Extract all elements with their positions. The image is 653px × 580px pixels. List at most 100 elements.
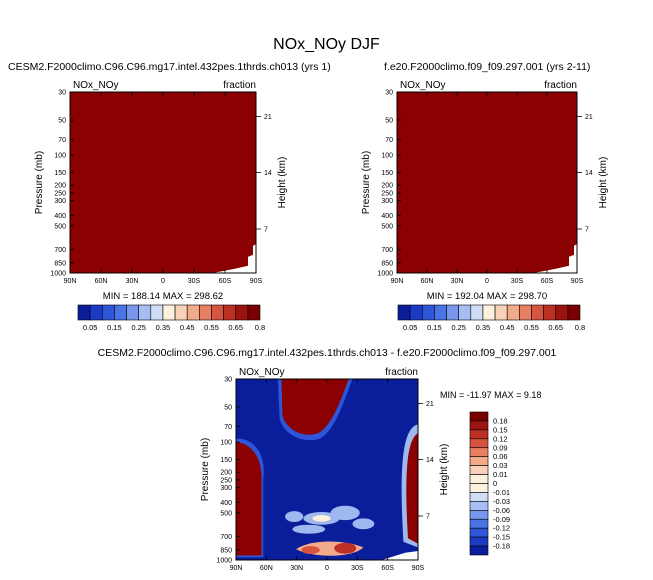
y-tick-label: 700 bbox=[54, 247, 66, 254]
colorbar-label: -0.06 bbox=[493, 506, 510, 515]
topography-mask bbox=[381, 550, 418, 560]
x-tick-label: 0 bbox=[325, 565, 329, 572]
diff-red-left bbox=[236, 442, 262, 556]
colorbar-swatch bbox=[469, 411, 489, 422]
panel-title: CESM2.F2000climo.C96.C96.mg17.intel.432p… bbox=[98, 347, 557, 359]
y-tick-label: 200 bbox=[54, 183, 66, 190]
colorbar-swatch bbox=[458, 304, 472, 321]
colorbar-swatch bbox=[469, 536, 489, 547]
colorbar-label: 0 bbox=[493, 479, 497, 488]
colorbar-swatch bbox=[162, 304, 176, 321]
colorbar-label: 0.15 bbox=[493, 425, 508, 434]
y-tick-label: 250 bbox=[220, 477, 232, 484]
y-tick-label: 700 bbox=[381, 247, 393, 254]
saturated-field bbox=[70, 92, 256, 273]
colorbar-swatch bbox=[138, 304, 152, 321]
x-tick-label: 30N bbox=[451, 278, 464, 285]
colorbar-label: 0.01 bbox=[493, 470, 508, 479]
colorbar-swatch bbox=[211, 304, 224, 321]
panel-title: CESM2.F2000climo.C96.C96.mg17.intel.432p… bbox=[8, 61, 331, 73]
colorbar-swatch bbox=[199, 304, 212, 321]
x-tick-label: 30N bbox=[290, 565, 303, 572]
colorbar-swatch bbox=[519, 304, 532, 321]
variable-label: NOx_NOy bbox=[73, 80, 119, 91]
colorbar-label: -0.09 bbox=[493, 515, 510, 524]
colorbar-label: 0.65 bbox=[228, 323, 243, 332]
colorbar-label: 0.35 bbox=[156, 323, 171, 332]
y-tick-label: 100 bbox=[54, 153, 66, 160]
y-axis-title: Pressure (mb) bbox=[361, 151, 372, 214]
colorbar-label: -0.18 bbox=[493, 542, 510, 551]
colorbar-swatch bbox=[397, 304, 411, 321]
colorbar-label: 0.45 bbox=[500, 323, 515, 332]
y-tick-label: 400 bbox=[381, 213, 393, 220]
y-tick-label: 300 bbox=[54, 198, 66, 205]
colorbar-label: 0.05 bbox=[83, 323, 98, 332]
colorbar-label: 0.12 bbox=[493, 434, 508, 443]
y-tick-label: 700 bbox=[220, 534, 232, 541]
x-tick-label: 90S bbox=[571, 278, 584, 285]
y-right-axis-title: Height (km) bbox=[598, 157, 609, 209]
colorbar-swatch bbox=[469, 510, 489, 520]
x-tick-label: 60S bbox=[381, 565, 394, 572]
colorbar-label: 0.15 bbox=[427, 323, 442, 332]
y-tick-label: 70 bbox=[224, 424, 232, 431]
colorbar-swatch bbox=[469, 465, 489, 475]
colorbar-label: -0.15 bbox=[493, 533, 510, 542]
colorbar-swatch bbox=[469, 429, 489, 440]
x-tick-label: 30S bbox=[188, 278, 201, 285]
colorbar-label: 0.09 bbox=[493, 443, 508, 452]
colorbar-label: -0.12 bbox=[493, 524, 510, 533]
y-right-tick-label: 7 bbox=[264, 227, 268, 234]
x-tick-label: 60S bbox=[541, 278, 554, 285]
diff-red-right bbox=[406, 433, 418, 544]
y-tick-label: 30 bbox=[385, 90, 393, 97]
y-right-tick-label: 21 bbox=[264, 114, 272, 121]
colorbar-swatch bbox=[567, 304, 581, 321]
page-title: NOx_NOy DJF bbox=[273, 36, 380, 53]
colorbar-swatch bbox=[174, 304, 188, 321]
y-right-axis-title: Height (km) bbox=[277, 157, 288, 209]
colorbar-label: 0.06 bbox=[493, 452, 508, 461]
diff-light-patch bbox=[330, 505, 360, 521]
y-tick-label: 850 bbox=[54, 260, 66, 267]
colorbar-swatch bbox=[101, 304, 115, 321]
y-tick-label: 150 bbox=[220, 457, 232, 464]
colorbar-swatch bbox=[555, 304, 569, 321]
x-tick-label: 90S bbox=[250, 278, 263, 285]
colorbar-swatch bbox=[235, 304, 249, 321]
colorbar-swatch bbox=[223, 304, 237, 321]
stats-label: MIN = 192.04 MAX = 298.70 bbox=[427, 291, 547, 302]
y-tick-label: 200 bbox=[381, 183, 393, 190]
colorbar-swatch bbox=[247, 304, 261, 321]
colorbar-label: 0.03 bbox=[493, 461, 508, 470]
colorbar-swatch bbox=[421, 304, 435, 321]
colorbar-swatch bbox=[77, 304, 91, 321]
y-tick-label: 500 bbox=[220, 510, 232, 517]
y-tick-label: 850 bbox=[381, 260, 393, 267]
colorbar-label: 0.55 bbox=[524, 323, 539, 332]
diff-red-bottom bbox=[334, 542, 357, 554]
variable-label: NOx_NOy bbox=[400, 80, 446, 91]
x-tick-label: 30N bbox=[126, 278, 139, 285]
colorbar-label: -0.01 bbox=[493, 488, 510, 497]
stats-label: MIN = -11.97 MAX = 9.18 bbox=[440, 390, 541, 400]
y-tick-label: 30 bbox=[224, 377, 232, 384]
colorbar-swatch bbox=[409, 304, 423, 321]
colorbar-swatch bbox=[494, 304, 508, 321]
colorbar-swatch bbox=[469, 527, 489, 538]
colorbar-swatch bbox=[469, 518, 489, 529]
y-tick-label: 50 bbox=[224, 405, 232, 412]
colorbar-label: 0.8 bbox=[575, 323, 585, 332]
colorbar-swatch bbox=[531, 304, 544, 321]
x-tick-label: 60S bbox=[219, 278, 232, 285]
y-tick-label: 100 bbox=[220, 440, 232, 447]
topography-mask bbox=[533, 244, 577, 273]
colorbar-swatch bbox=[506, 304, 520, 321]
colorbar-swatch bbox=[446, 304, 459, 321]
x-tick-label: 90N bbox=[391, 278, 404, 285]
x-tick-label: 60N bbox=[95, 278, 108, 285]
x-tick-label: 0 bbox=[485, 278, 489, 285]
diff-cream-patch bbox=[312, 515, 331, 522]
y-tick-label: 850 bbox=[220, 547, 232, 554]
